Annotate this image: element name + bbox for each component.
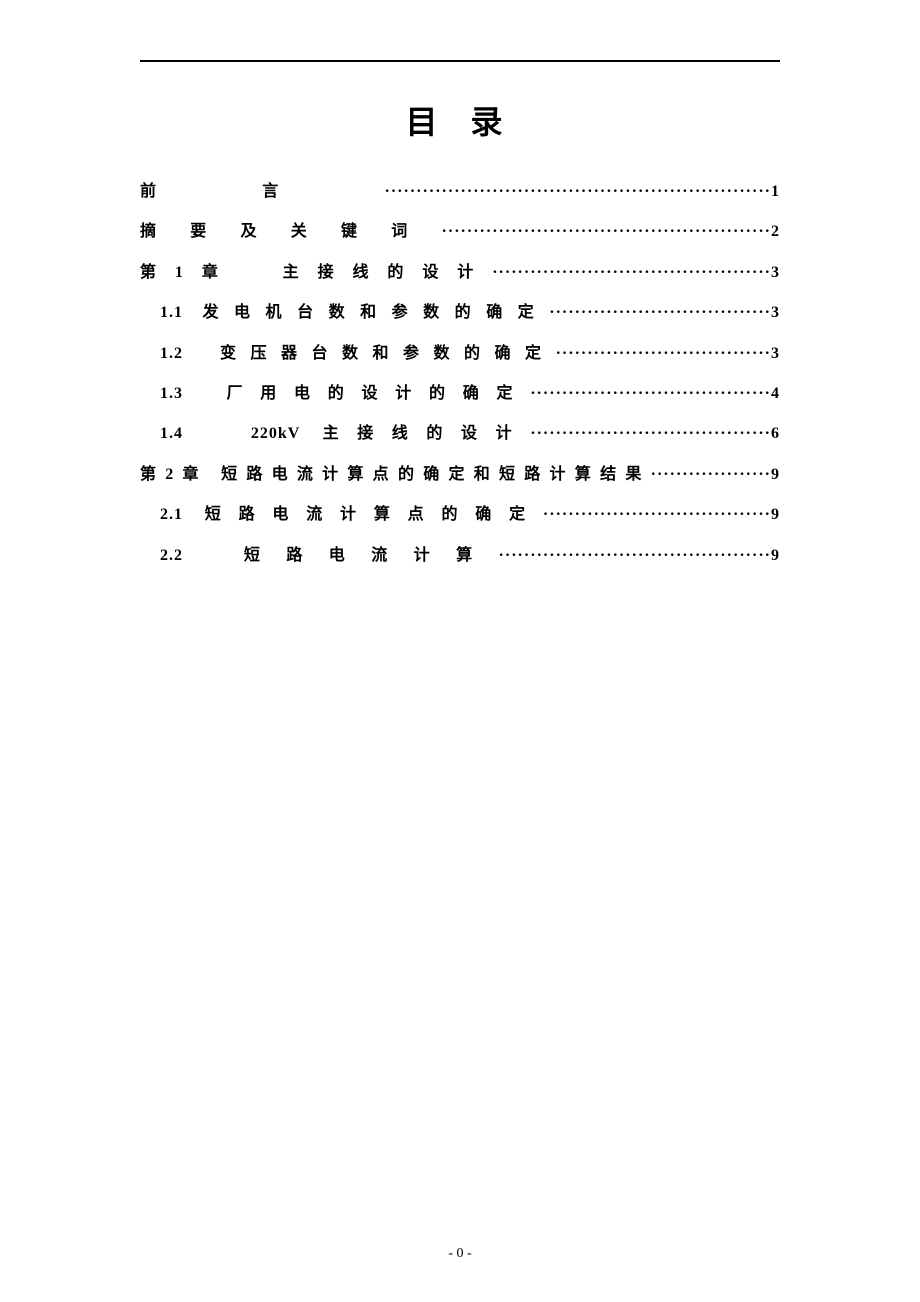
toc-entry-sub: 1.2 变压器台数和参数的确定·························… (140, 335, 780, 373)
toc-entry-sub: 1.1 发电机台数和参数的确定·························… (140, 294, 780, 332)
toc-entry-sub: 1.4 220kV 主接线的设计························… (140, 415, 780, 453)
page-container: 目 录 前言··································… (0, 0, 920, 1302)
toc-entry-sub: 2.1 短路电流计算点的确定··························… (140, 496, 780, 534)
toc-entry: 第2章 短路电流计算点的确定和短路计算结果···················… (140, 456, 780, 494)
toc-entry-sub: 2.2 短路电流计算······························… (140, 537, 780, 575)
top-rule (140, 60, 780, 62)
toc-title: 目 录 (140, 97, 780, 143)
toc-entry-sub: 1.3 厂用电的设计的确定···························… (140, 375, 780, 413)
page-number: - 0 - (0, 1246, 920, 1262)
toc-entry: 第1章 主接线的设计······························… (140, 254, 780, 292)
toc-entry: 前言······································… (140, 173, 780, 211)
toc-entry: 摘要及关键词··································… (140, 213, 780, 251)
